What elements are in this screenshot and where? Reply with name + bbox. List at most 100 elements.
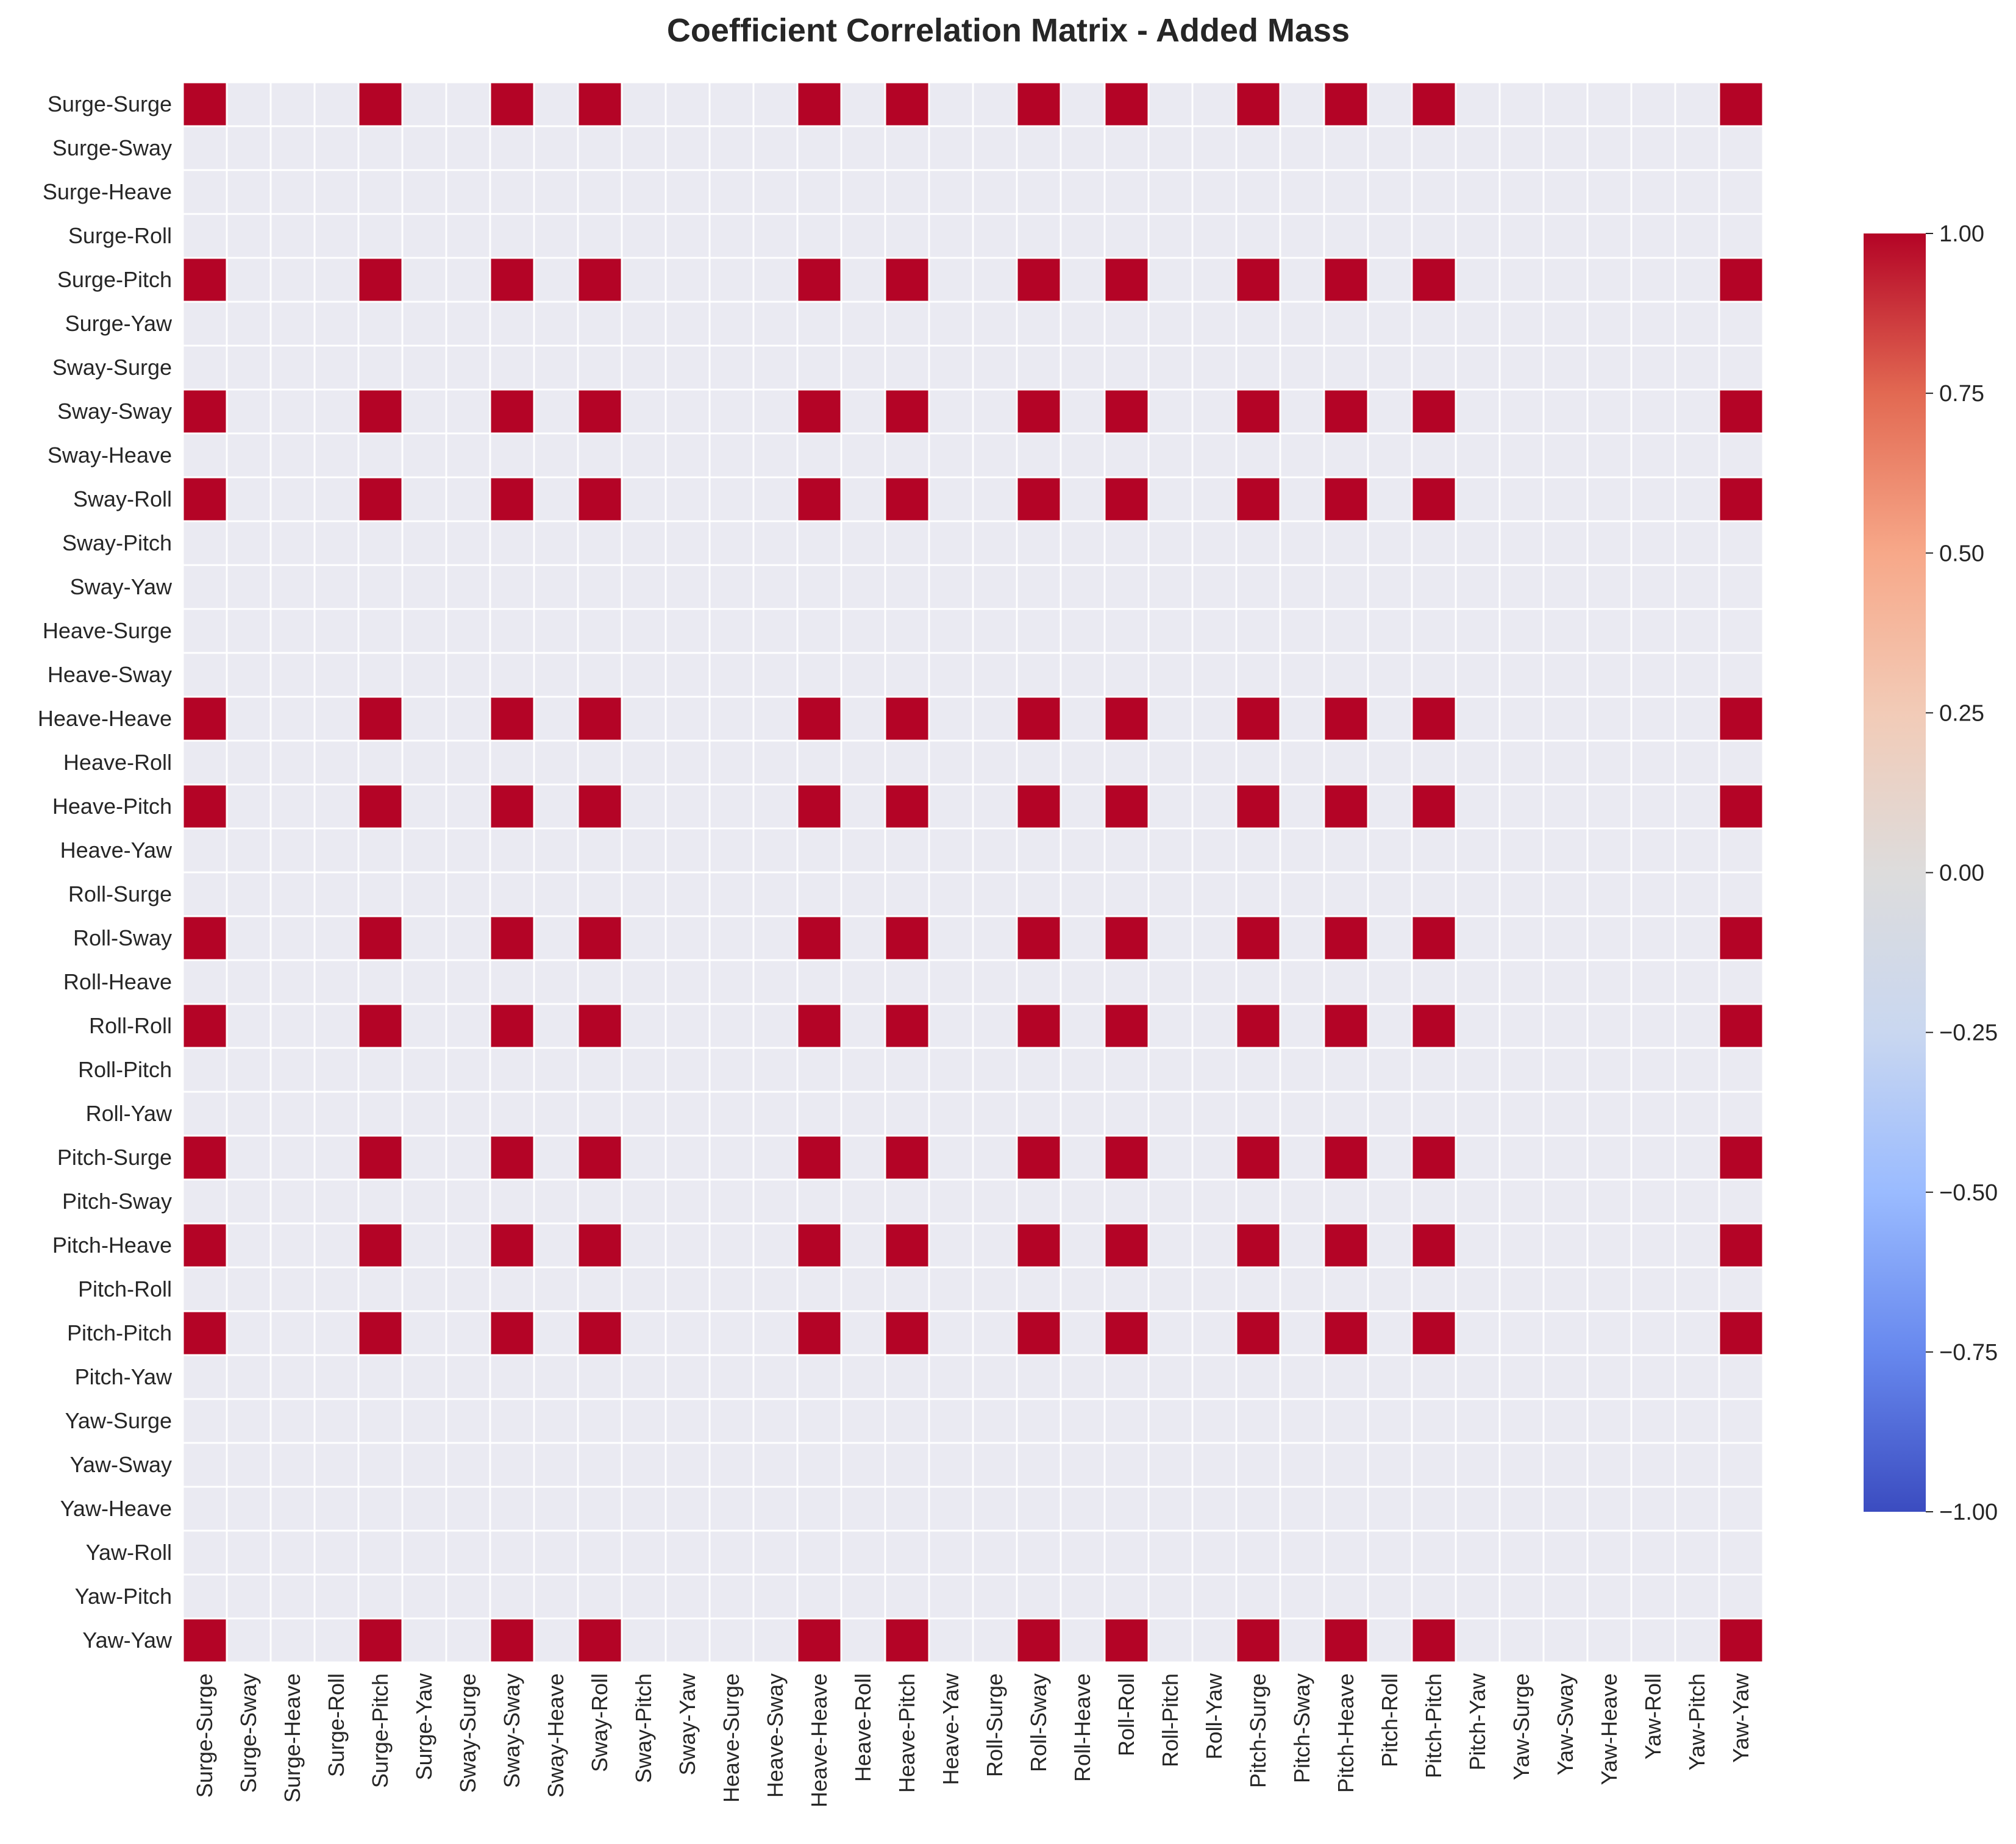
heatmap-cell-30-23 <box>1191 1398 1238 1444</box>
heatmap-cell-14-12 <box>708 696 755 742</box>
heatmap-cell-8-12 <box>708 432 755 479</box>
heatmap-cell-10-32 <box>1586 520 1633 566</box>
heatmap-cell-10-28 <box>1411 520 1457 566</box>
heatmap-cell-6-15 <box>840 344 886 391</box>
heatmap-cell-25-35 <box>1718 1178 1764 1225</box>
heatmap-cell-27-2 <box>269 1266 316 1312</box>
heatmap-cell-9-15 <box>840 476 886 522</box>
heatmap-cell-19-32 <box>1586 915 1633 961</box>
heatmap-cell-33-22 <box>1147 1529 1194 1576</box>
heatmap-cell-19-15 <box>840 915 886 961</box>
heatmap-cell-28-35 <box>1718 1310 1764 1356</box>
heatmap-cell-32-29 <box>1455 1486 1501 1532</box>
heatmap-cell-8-27 <box>1367 432 1413 479</box>
heatmap-cell-18-25 <box>1279 871 1325 917</box>
heatmap-cell-21-7 <box>489 1003 535 1049</box>
heatmap-cell-28-5 <box>401 1310 447 1356</box>
heatmap-cell-3-0 <box>182 213 228 259</box>
heatmap-cell-25-4 <box>357 1178 404 1225</box>
heatmap-cell-20-15 <box>840 959 886 1005</box>
heatmap-cell-15-35 <box>1718 739 1764 786</box>
heatmap-cell-25-3 <box>313 1178 360 1225</box>
heatmap-cell-32-16 <box>884 1486 930 1532</box>
heatmap-cell-32-1 <box>226 1486 272 1532</box>
heatmap-cell-10-19 <box>1016 520 1062 566</box>
heatmap-cell-8-14 <box>796 432 842 479</box>
heatmap-cell-33-30 <box>1498 1529 1545 1576</box>
heatmap-cell-19-17 <box>928 915 974 961</box>
heatmap-cell-21-18 <box>972 1003 1018 1049</box>
heatmap-cell-10-26 <box>1323 520 1369 566</box>
heatmap-cell-7-29 <box>1455 388 1501 435</box>
heatmap-cell-34-32 <box>1586 1573 1633 1620</box>
heatmap-cell-29-34 <box>1674 1354 1720 1400</box>
heatmap-cell-33-28 <box>1411 1529 1457 1576</box>
heatmap-cell-28-30 <box>1498 1310 1545 1356</box>
heatmap-cell-35-4 <box>357 1617 404 1664</box>
heatmap-cell-15-5 <box>401 739 447 786</box>
heatmap-cell-9-21 <box>1103 476 1150 522</box>
heatmap-cell-17-13 <box>752 827 799 874</box>
heatmap-cell-14-16 <box>884 696 930 742</box>
heatmap-cell-35-31 <box>1542 1617 1589 1664</box>
heatmap-cell-22-35 <box>1718 1047 1764 1093</box>
heatmap-cell-2-21 <box>1103 169 1150 215</box>
heatmap-cell-34-9 <box>577 1573 623 1620</box>
heatmap-cell-19-3 <box>313 915 360 961</box>
heatmap-cell-34-20 <box>1060 1573 1106 1620</box>
heatmap-cell-2-5 <box>401 169 447 215</box>
heatmap-cell-23-4 <box>357 1091 404 1137</box>
heatmap-cell-20-4 <box>357 959 404 1005</box>
heatmap-cell-17-6 <box>445 827 491 874</box>
heatmap-cell-20-8 <box>533 959 579 1005</box>
heatmap-cell-8-28 <box>1411 432 1457 479</box>
heatmap-cell-33-5 <box>401 1529 447 1576</box>
heatmap-cell-12-26 <box>1323 608 1369 654</box>
colorbar-tick-label-6: −0.50 <box>1939 1180 1998 1206</box>
heatmap-cell-0-29 <box>1455 81 1501 127</box>
heatmap-cell-30-33 <box>1630 1398 1676 1444</box>
heatmap-cell-17-27 <box>1367 827 1413 874</box>
heatmap-cell-16-32 <box>1586 783 1633 830</box>
heatmap-cell-12-23 <box>1191 608 1238 654</box>
heatmap-cell-19-18 <box>972 915 1018 961</box>
heatmap-cell-1-19 <box>1016 125 1062 171</box>
heatmap-cell-9-2 <box>269 476 316 522</box>
heatmap-cell-25-21 <box>1103 1178 1150 1225</box>
heatmap-cell-31-7 <box>489 1442 535 1488</box>
heatmap-cell-3-17 <box>928 213 974 259</box>
heatmap-cell-0-8 <box>533 81 579 127</box>
heatmap-cell-7-13 <box>752 388 799 435</box>
heatmap-cell-15-25 <box>1279 739 1325 786</box>
heatmap-cell-2-23 <box>1191 169 1238 215</box>
heatmap-cell-30-27 <box>1367 1398 1413 1444</box>
heatmap-cell-11-26 <box>1323 564 1369 610</box>
heatmap-cell-9-35 <box>1718 476 1764 522</box>
heatmap-cell-3-18 <box>972 213 1018 259</box>
row-label-8: Sway-Heave <box>48 443 172 468</box>
heatmap-cell-14-20 <box>1060 696 1106 742</box>
heatmap-cell-19-20 <box>1060 915 1106 961</box>
heatmap-cell-20-20 <box>1060 959 1106 1005</box>
heatmap-cell-11-30 <box>1498 564 1545 610</box>
heatmap-cell-2-30 <box>1498 169 1545 215</box>
heatmap-cell-25-10 <box>621 1178 667 1225</box>
heatmap-cell-1-18 <box>972 125 1018 171</box>
heatmap-cell-18-21 <box>1103 871 1150 917</box>
heatmap-cell-29-14 <box>796 1354 842 1400</box>
heatmap-cell-35-14 <box>796 1617 842 1664</box>
heatmap-cell-32-22 <box>1147 1486 1194 1532</box>
heatmap-cell-33-4 <box>357 1529 404 1576</box>
heatmap-cell-7-8 <box>533 388 579 435</box>
heatmap-cell-35-16 <box>884 1617 930 1664</box>
heatmap-cell-0-18 <box>972 81 1018 127</box>
heatmap-cell-33-33 <box>1630 1529 1676 1576</box>
heatmap-cell-8-3 <box>313 432 360 479</box>
heatmap-cell-12-35 <box>1718 608 1764 654</box>
heatmap-cell-11-7 <box>489 564 535 610</box>
row-label-23: Roll-Yaw <box>86 1101 173 1126</box>
heatmap-cell-19-19 <box>1016 915 1062 961</box>
column-label-13: Heave-Sway <box>763 1673 788 1798</box>
row-label-12: Heave-Surge <box>43 618 172 643</box>
heatmap-cell-19-13 <box>752 915 799 961</box>
